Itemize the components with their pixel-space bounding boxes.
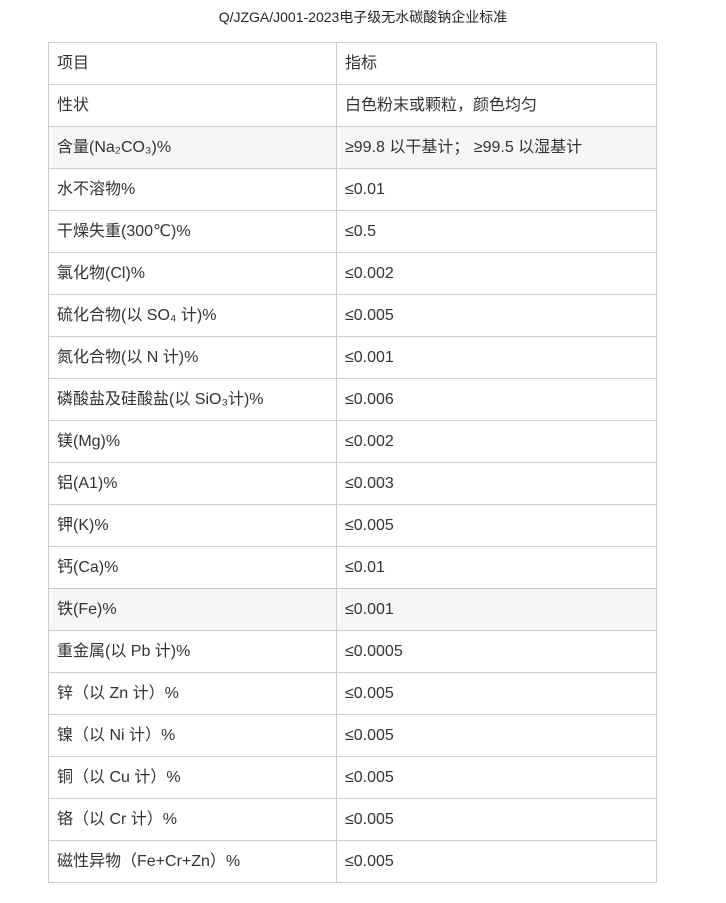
item-cell: 重金属(以 Pb 计)% [48, 630, 337, 673]
page-title: Q/JZGA/J001-2023电子级无水碳酸钠企业标准 [218, 9, 508, 25]
column-header-spec: 指标 [336, 42, 657, 85]
table-row: 磁性异物（Fe+Cr+Zn）% ≤0.005 [48, 840, 657, 883]
item-cell: 锌（以 Zn 计）% [48, 672, 337, 715]
spec-cell: ≤0.005 [336, 504, 657, 547]
table-row: 含量(Na₂CO₃)% ≥99.8 以干基计； ≥99.5 以湿基计 [48, 126, 657, 169]
item-cell: 镍（以 Ni 计）% [48, 714, 337, 757]
table-row: 铝(A1)% ≤0.003 [48, 462, 657, 505]
spec-cell: ≤0.002 [336, 420, 657, 463]
spec-cell: ≤0.002 [336, 252, 657, 295]
table-row: 铁(Fe)% ≤0.001 [48, 588, 657, 631]
table-row: 水不溶物% ≤0.01 [48, 168, 657, 211]
item-cell: 铬（以 Cr 计）% [48, 798, 337, 841]
item-cell: 水不溶物% [48, 168, 337, 211]
spec-cell: ≤0.006 [336, 378, 657, 421]
item-cell: 钙(Ca)% [48, 546, 337, 589]
table-body: 性状 白色粉末或颗粒，颜色均匀 含量(Na₂CO₃)% ≥99.8 以干基计； ≥99… [48, 84, 657, 883]
spec-cell: ≤0.01 [336, 546, 657, 589]
item-cell: 铝(A1)% [48, 462, 337, 505]
table-row: 氮化合物(以 N 计)% ≤0.001 [48, 336, 657, 379]
table-row: 硫化合物(以 SO₄ 计)% ≤0.005 [48, 294, 657, 337]
item-cell: 磁性异物（Fe+Cr+Zn）% [48, 840, 337, 883]
spec-cell: ≤0.005 [336, 798, 657, 841]
spec-cell: 白色粉末或颗粒，颜色均匀 [336, 84, 657, 127]
item-cell: 氮化合物(以 N 计)% [48, 336, 337, 379]
item-cell: 镁(Mg)% [48, 420, 337, 463]
item-cell: 干燥失重(300℃)% [48, 210, 337, 253]
table-row: 氯化物(Cl)% ≤0.002 [48, 252, 657, 295]
spec-cell: ≤0.003 [336, 462, 657, 505]
item-cell: 性状 [48, 84, 337, 127]
table-row: 铬（以 Cr 计）% ≤0.005 [48, 798, 657, 841]
spec-cell: ≤0.005 [336, 672, 657, 715]
item-cell: 磷酸盐及硅酸盐(以 SiO₃计)% [48, 378, 337, 421]
spec-cell: ≥99.8 以干基计； ≥99.5 以湿基计 [336, 126, 657, 169]
spec-cell: ≤0.001 [336, 336, 657, 379]
table-row: 镍（以 Ni 计）% ≤0.005 [48, 714, 657, 757]
item-cell: 氯化物(Cl)% [48, 252, 337, 295]
spec-cell: ≤0.005 [336, 756, 657, 799]
spec-cell: ≤0.001 [336, 588, 657, 631]
table-row: 钙(Ca)% ≤0.01 [48, 546, 657, 589]
item-cell: 铁(Fe)% [48, 588, 337, 631]
table-row: 重金属(以 Pb 计)% ≤0.0005 [48, 630, 657, 673]
spec-cell: ≤0.0005 [336, 630, 657, 673]
table-row: 锌（以 Zn 计）% ≤0.005 [48, 672, 657, 715]
item-cell: 钾(K)% [48, 504, 337, 547]
table-row: 钾(K)% ≤0.005 [48, 504, 657, 547]
item-cell: 硫化合物(以 SO₄ 计)% [48, 294, 337, 337]
table-row: 性状 白色粉末或颗粒，颜色均匀 [48, 84, 657, 127]
table-row: 铜（以 Cu 计）% ≤0.005 [48, 756, 657, 799]
spec-cell: ≤0.005 [336, 714, 657, 757]
spec-cell: ≤0.005 [336, 840, 657, 883]
spec-cell: ≤0.5 [336, 210, 657, 253]
table-row: 镁(Mg)% ≤0.002 [48, 420, 657, 463]
table-header-row: 项目 指标 [48, 42, 657, 85]
spec-cell: ≤0.005 [336, 294, 657, 337]
table-row: 磷酸盐及硅酸盐(以 SiO₃计)% ≤0.006 [48, 378, 657, 421]
spec-cell: ≤0.01 [336, 168, 657, 211]
item-cell: 铜（以 Cu 计）% [48, 756, 337, 799]
column-header-item: 项目 [48, 42, 337, 85]
document-page: Q/JZGA/J001-2023电子级无水碳酸钠企业标准 项目 指标 性状 白色粉… [48, 9, 657, 883]
table-row: 干燥失重(300℃)% ≤0.5 [48, 210, 657, 253]
spec-table: 项目 指标 性状 白色粉末或颗粒，颜色均匀 含量(Na₂CO₃)% ≥99.8 以干基… [48, 42, 657, 883]
item-cell: 含量(Na₂CO₃)% [48, 126, 337, 169]
